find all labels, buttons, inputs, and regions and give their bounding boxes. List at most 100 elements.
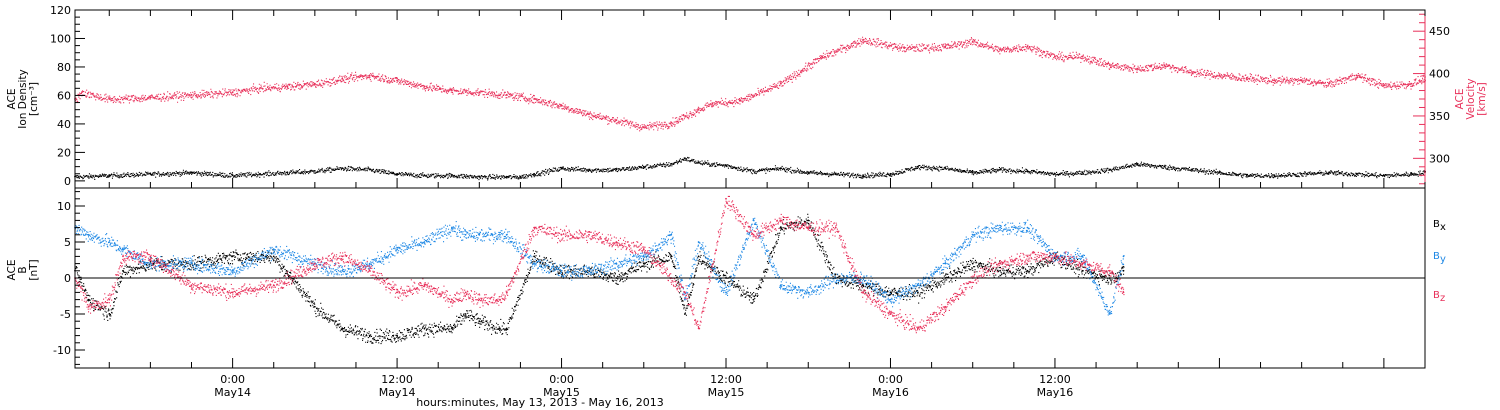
bz-series-point (122, 255, 124, 258)
x-tick-label-time: 12:00 (381, 373, 413, 386)
density-series-point (862, 174, 864, 177)
bz-series-point (423, 284, 426, 287)
by-series-point (588, 269, 590, 272)
density-axis-title-line: ACE (6, 89, 18, 110)
bx-series-point (1026, 269, 1029, 272)
legend-subscript: z (1440, 293, 1445, 304)
density-axis-title-line: [cm⁻³] (28, 82, 40, 116)
x-tick-label-date: May15 (708, 386, 745, 399)
b-axis-title-line: ACE (6, 260, 18, 281)
by-series-point (190, 262, 193, 265)
bottom-left-tick-label: 10 (57, 200, 71, 213)
bx-series-point (917, 291, 919, 294)
velocity-series (74, 36, 1426, 132)
bx-series-point (464, 313, 467, 315)
bx-series-dots (75, 213, 1125, 345)
velocity-series-point (1136, 67, 1139, 70)
density-series (74, 156, 1426, 181)
by-series-point (684, 298, 686, 301)
bz-series-point (341, 255, 344, 258)
b-axis-title-line: B (17, 266, 29, 273)
density-series-point (889, 172, 892, 175)
bx-series-point (478, 320, 481, 323)
velocity-series-point (1273, 79, 1276, 82)
velocity-axis-title-line: Velocity (1465, 78, 1477, 119)
density-series-dots (75, 156, 1426, 181)
velocity-axis-title: ACE Velocity [km/s] (1454, 78, 1488, 119)
bx-series-point (697, 255, 700, 258)
by-series-point (396, 248, 398, 251)
bx-series-point (971, 262, 974, 265)
x-tick-label-time: 0:00 (549, 373, 574, 386)
bottom-left-tick-label: 0 (64, 272, 71, 285)
legend-subscript: y (1440, 254, 1446, 265)
legend-subscript: x (1440, 222, 1446, 233)
x-axis-title: hours:minutes, May 13, 2013 - May 16, 20… (416, 396, 664, 409)
top-left-tick-label: 0 (64, 175, 71, 188)
bx-series-point (752, 298, 755, 301)
top-right-tick-label: 350 (1429, 110, 1450, 123)
by-series-point (341, 269, 344, 272)
by-series-point (368, 262, 371, 265)
bz-series-point (725, 197, 727, 200)
bottom-left-tick-label: 5 (64, 236, 71, 249)
bottom-left-tick-label: -10 (53, 344, 71, 357)
bx-series-point (272, 255, 275, 258)
bz-series-point (834, 226, 837, 229)
velocity-series-point (81, 91, 83, 94)
bx-series (74, 213, 1125, 345)
top-panel-marks (74, 36, 1426, 181)
bx-series-point (396, 334, 398, 337)
velocity-axis-title-line: [km/s] (1476, 82, 1488, 116)
legend-label: B (1433, 290, 1440, 301)
x-tick-label-date: May16 (1037, 386, 1074, 399)
bx-series-point (807, 219, 810, 222)
top-left-tick-label: 120 (50, 4, 71, 17)
bz-series-point (944, 305, 947, 308)
x-tick-label-time: 12:00 (710, 373, 742, 386)
density-axis-title-line: Ion Density (17, 69, 29, 128)
legend-label: B (1433, 219, 1440, 230)
bottom-panel-marks (74, 195, 1125, 345)
x-tick-label-time: 12:00 (1039, 373, 1071, 386)
bottom-left-tick-label: -5 (60, 308, 71, 321)
x-tick-label-date: May15 (543, 386, 580, 399)
bz-series-point (190, 284, 193, 287)
by-series-point (423, 241, 426, 243)
x-tick-label-time: 0:00 (878, 373, 903, 386)
velocity-series-dots (75, 36, 1426, 132)
x-tick-label-date: May16 (872, 386, 909, 399)
bx-series-point (999, 269, 1001, 272)
by-series-point (464, 233, 467, 236)
x-tick-label-date: May14 (379, 386, 416, 399)
top-left-tick-label: 20 (57, 146, 71, 159)
velocity-axis-title-line: ACE (1454, 89, 1466, 110)
bz-series-point (313, 262, 316, 265)
top-left-tick-label: 60 (57, 89, 71, 102)
bz-series-point (588, 233, 590, 236)
b-axis-title: ACE B [nT] (6, 259, 40, 280)
bx-series-point (1122, 269, 1125, 272)
bz-series-point (149, 255, 152, 258)
top-left-tick-label: 40 (57, 118, 71, 131)
top-right-tick-label: 450 (1429, 25, 1450, 38)
by-series-point (560, 269, 563, 272)
velocity-series-point (451, 89, 453, 92)
bz-series-point (1026, 255, 1029, 258)
x-tick-label-time: 0:00 (220, 373, 245, 386)
top-left-tick-label: 100 (50, 32, 71, 45)
legend-label: B (1433, 251, 1440, 262)
top-right-tick-label: 400 (1429, 68, 1450, 81)
axis-labels: 0 20 40 60 80 100 120 300 350 400 450 -10 -5 0 5 10 0:00… (6, 4, 1488, 409)
b-axis-title-line: [nT] (28, 259, 40, 280)
top-left-tick-label: 80 (57, 61, 71, 74)
by-series-point (499, 233, 501, 236)
by-series-point (725, 291, 727, 294)
x-tick-label-date: May14 (214, 386, 251, 399)
axes (74, 9, 1426, 369)
by-series-point (231, 269, 234, 272)
